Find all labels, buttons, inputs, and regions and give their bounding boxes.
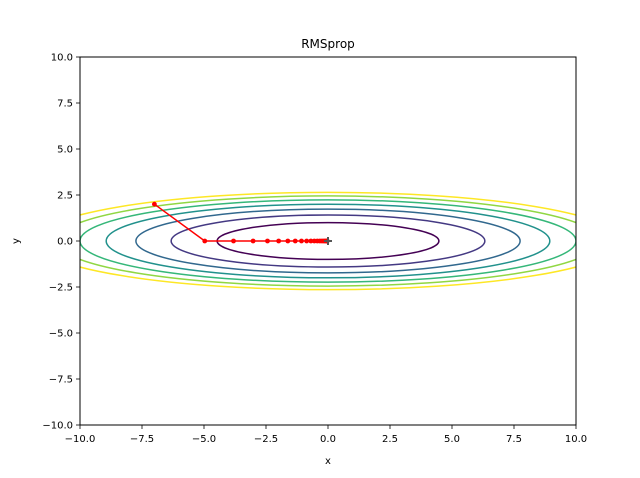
x-tick-label: 0.0 <box>320 434 336 445</box>
y-tick-label: −7.5 <box>49 375 73 386</box>
path-point <box>308 238 314 244</box>
contour-level-4 <box>105 203 551 279</box>
chart-title: RMSprop <box>301 37 355 51</box>
path-point <box>152 201 157 207</box>
x-tick-label: 10.0 <box>565 434 587 445</box>
y-tick-label: 0.0 <box>57 237 73 248</box>
y-tick-label: −10.0 <box>42 421 73 432</box>
path-point <box>250 238 256 244</box>
contour-level-3 <box>135 208 521 274</box>
x-tick-label: −5.0 <box>192 434 216 445</box>
x-axis-label: x <box>325 456 331 467</box>
minimum-marker <box>324 237 332 245</box>
path-point <box>265 238 270 244</box>
x-tick-label: 7.5 <box>506 434 522 445</box>
y-axis-label: y <box>11 238 22 244</box>
x-tick-label: −7.5 <box>130 434 154 445</box>
x-axis-ticks: −10.0 −7.5 −5.0 −2.5 0.0 2.5 5.0 7.5 10.0 <box>65 425 587 445</box>
x-tick-label: −10.0 <box>65 434 96 445</box>
path-point <box>292 238 298 244</box>
path-point <box>231 238 236 244</box>
plot-area <box>80 191 576 291</box>
x-tick-label: −2.5 <box>254 434 278 445</box>
path-point <box>304 238 310 244</box>
path-point <box>276 238 282 244</box>
path-point <box>299 238 304 244</box>
path-point <box>202 238 208 244</box>
y-tick-label: 7.5 <box>57 99 73 110</box>
contour-level-6 <box>80 195 576 287</box>
contour-level-5 <box>80 199 576 283</box>
contour-level-2 <box>170 214 486 268</box>
y-tick-label: −5.0 <box>49 329 73 340</box>
y-axis-ticks: −10.0 −7.5 −5.0 −2.5 0.0 2.5 5.0 7.5 10.0 <box>42 53 80 432</box>
x-tick-label: 2.5 <box>382 434 398 445</box>
y-tick-label: 2.5 <box>57 191 73 202</box>
x-tick-label: 5.0 <box>444 434 460 445</box>
y-tick-label: −2.5 <box>49 283 73 294</box>
y-tick-label: 5.0 <box>57 145 73 156</box>
contour-level-7 <box>80 191 576 291</box>
y-tick-label: 10.0 <box>51 53 73 64</box>
path-point <box>285 238 291 244</box>
